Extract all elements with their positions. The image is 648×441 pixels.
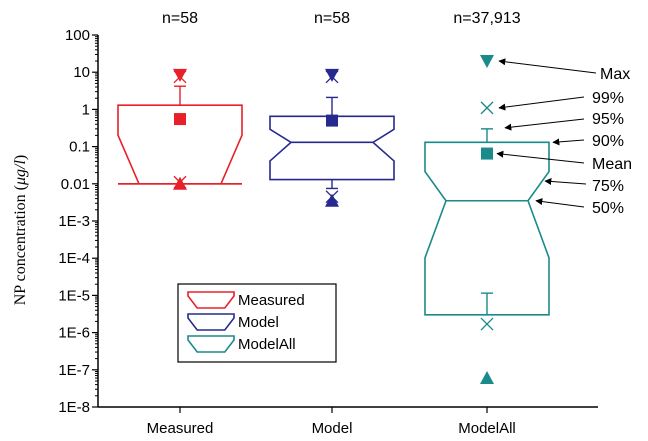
legend: Measured Model ModelAll bbox=[177, 283, 337, 363]
p1-marker bbox=[173, 175, 187, 189]
annotation-label: 99% bbox=[592, 90, 624, 107]
axes: 100 10 1 0.1 0.01 1E-3 1E-4 1E-5 1E-6 1E-7 1E-8 Mea… bbox=[58, 27, 598, 437]
x-tick-label: Model bbox=[312, 420, 353, 437]
annotation-label: 90% bbox=[592, 133, 624, 150]
legend-swatch bbox=[187, 313, 235, 331]
annotation-arrow bbox=[498, 96, 585, 111]
y-tick-label: 1E-4 bbox=[58, 250, 90, 267]
max-marker bbox=[480, 55, 494, 69]
percentile-annotations: Max 99% 95% 90% Mean 75% 50% bbox=[496, 58, 632, 217]
annotation-arrow bbox=[544, 177, 587, 185]
legend-swatch bbox=[187, 335, 235, 353]
y-tick-label: 10 bbox=[73, 64, 90, 81]
max-marker bbox=[325, 68, 339, 82]
legend-label: ModelAll bbox=[238, 336, 296, 353]
p1-marker bbox=[325, 190, 339, 204]
box-series bbox=[117, 55, 550, 385]
box-modelall bbox=[424, 55, 550, 385]
mean-marker bbox=[174, 113, 186, 126]
annotation-arrow bbox=[504, 118, 585, 131]
legend-frame bbox=[177, 283, 337, 363]
x-tick-label: ModelAll bbox=[458, 420, 516, 437]
y-tick-label: 0.01 bbox=[61, 176, 90, 193]
min-marker bbox=[480, 371, 494, 385]
n-label: n=58 bbox=[314, 10, 350, 27]
p99-marker bbox=[173, 70, 187, 84]
box-body bbox=[269, 115, 395, 181]
box-body bbox=[424, 141, 550, 316]
y-tick-label: 1E-5 bbox=[58, 287, 90, 304]
x-tick-label: Measured bbox=[147, 420, 214, 437]
n-label: n=58 bbox=[162, 10, 198, 27]
annotation-label: 50% bbox=[592, 200, 624, 217]
mean-marker bbox=[481, 147, 493, 160]
n-label: n=37,913 bbox=[453, 10, 520, 27]
annotation-arrow bbox=[498, 58, 597, 74]
annotation-label: Mean bbox=[592, 156, 632, 173]
y-tick-label: 1 bbox=[82, 101, 90, 118]
p99-marker bbox=[480, 101, 494, 115]
y-axis-label: NP concentration (μg/l) bbox=[12, 155, 29, 306]
p99-marker bbox=[325, 70, 339, 84]
annotation-arrow bbox=[496, 150, 585, 164]
mean-marker bbox=[326, 114, 338, 127]
annotation-label: 75% bbox=[592, 178, 624, 195]
max-marker bbox=[173, 68, 187, 82]
y-tick-label: 0.1 bbox=[69, 139, 90, 156]
y-tick-label: 1E-7 bbox=[58, 362, 90, 379]
legend-label: Model bbox=[238, 314, 279, 331]
y-tick-label: 1E-8 bbox=[58, 399, 90, 416]
box-measured bbox=[117, 68, 243, 190]
annotation-label: Max bbox=[600, 66, 630, 83]
annotation-label: 95% bbox=[592, 111, 624, 128]
p1-marker bbox=[480, 317, 494, 331]
box-model bbox=[269, 68, 395, 207]
annotation-arrow bbox=[552, 138, 585, 146]
min-marker bbox=[325, 193, 339, 207]
y-tick-label: 1E-6 bbox=[58, 325, 90, 342]
annotation-arrow bbox=[535, 198, 585, 208]
legend-swatch bbox=[187, 291, 235, 309]
sample-size-labels: n=58 n=58 n=37,913 bbox=[162, 10, 521, 27]
y-tick-label: 1E-3 bbox=[58, 213, 90, 230]
legend-label: Measured bbox=[238, 292, 305, 309]
y-tick-label: 100 bbox=[65, 27, 90, 44]
